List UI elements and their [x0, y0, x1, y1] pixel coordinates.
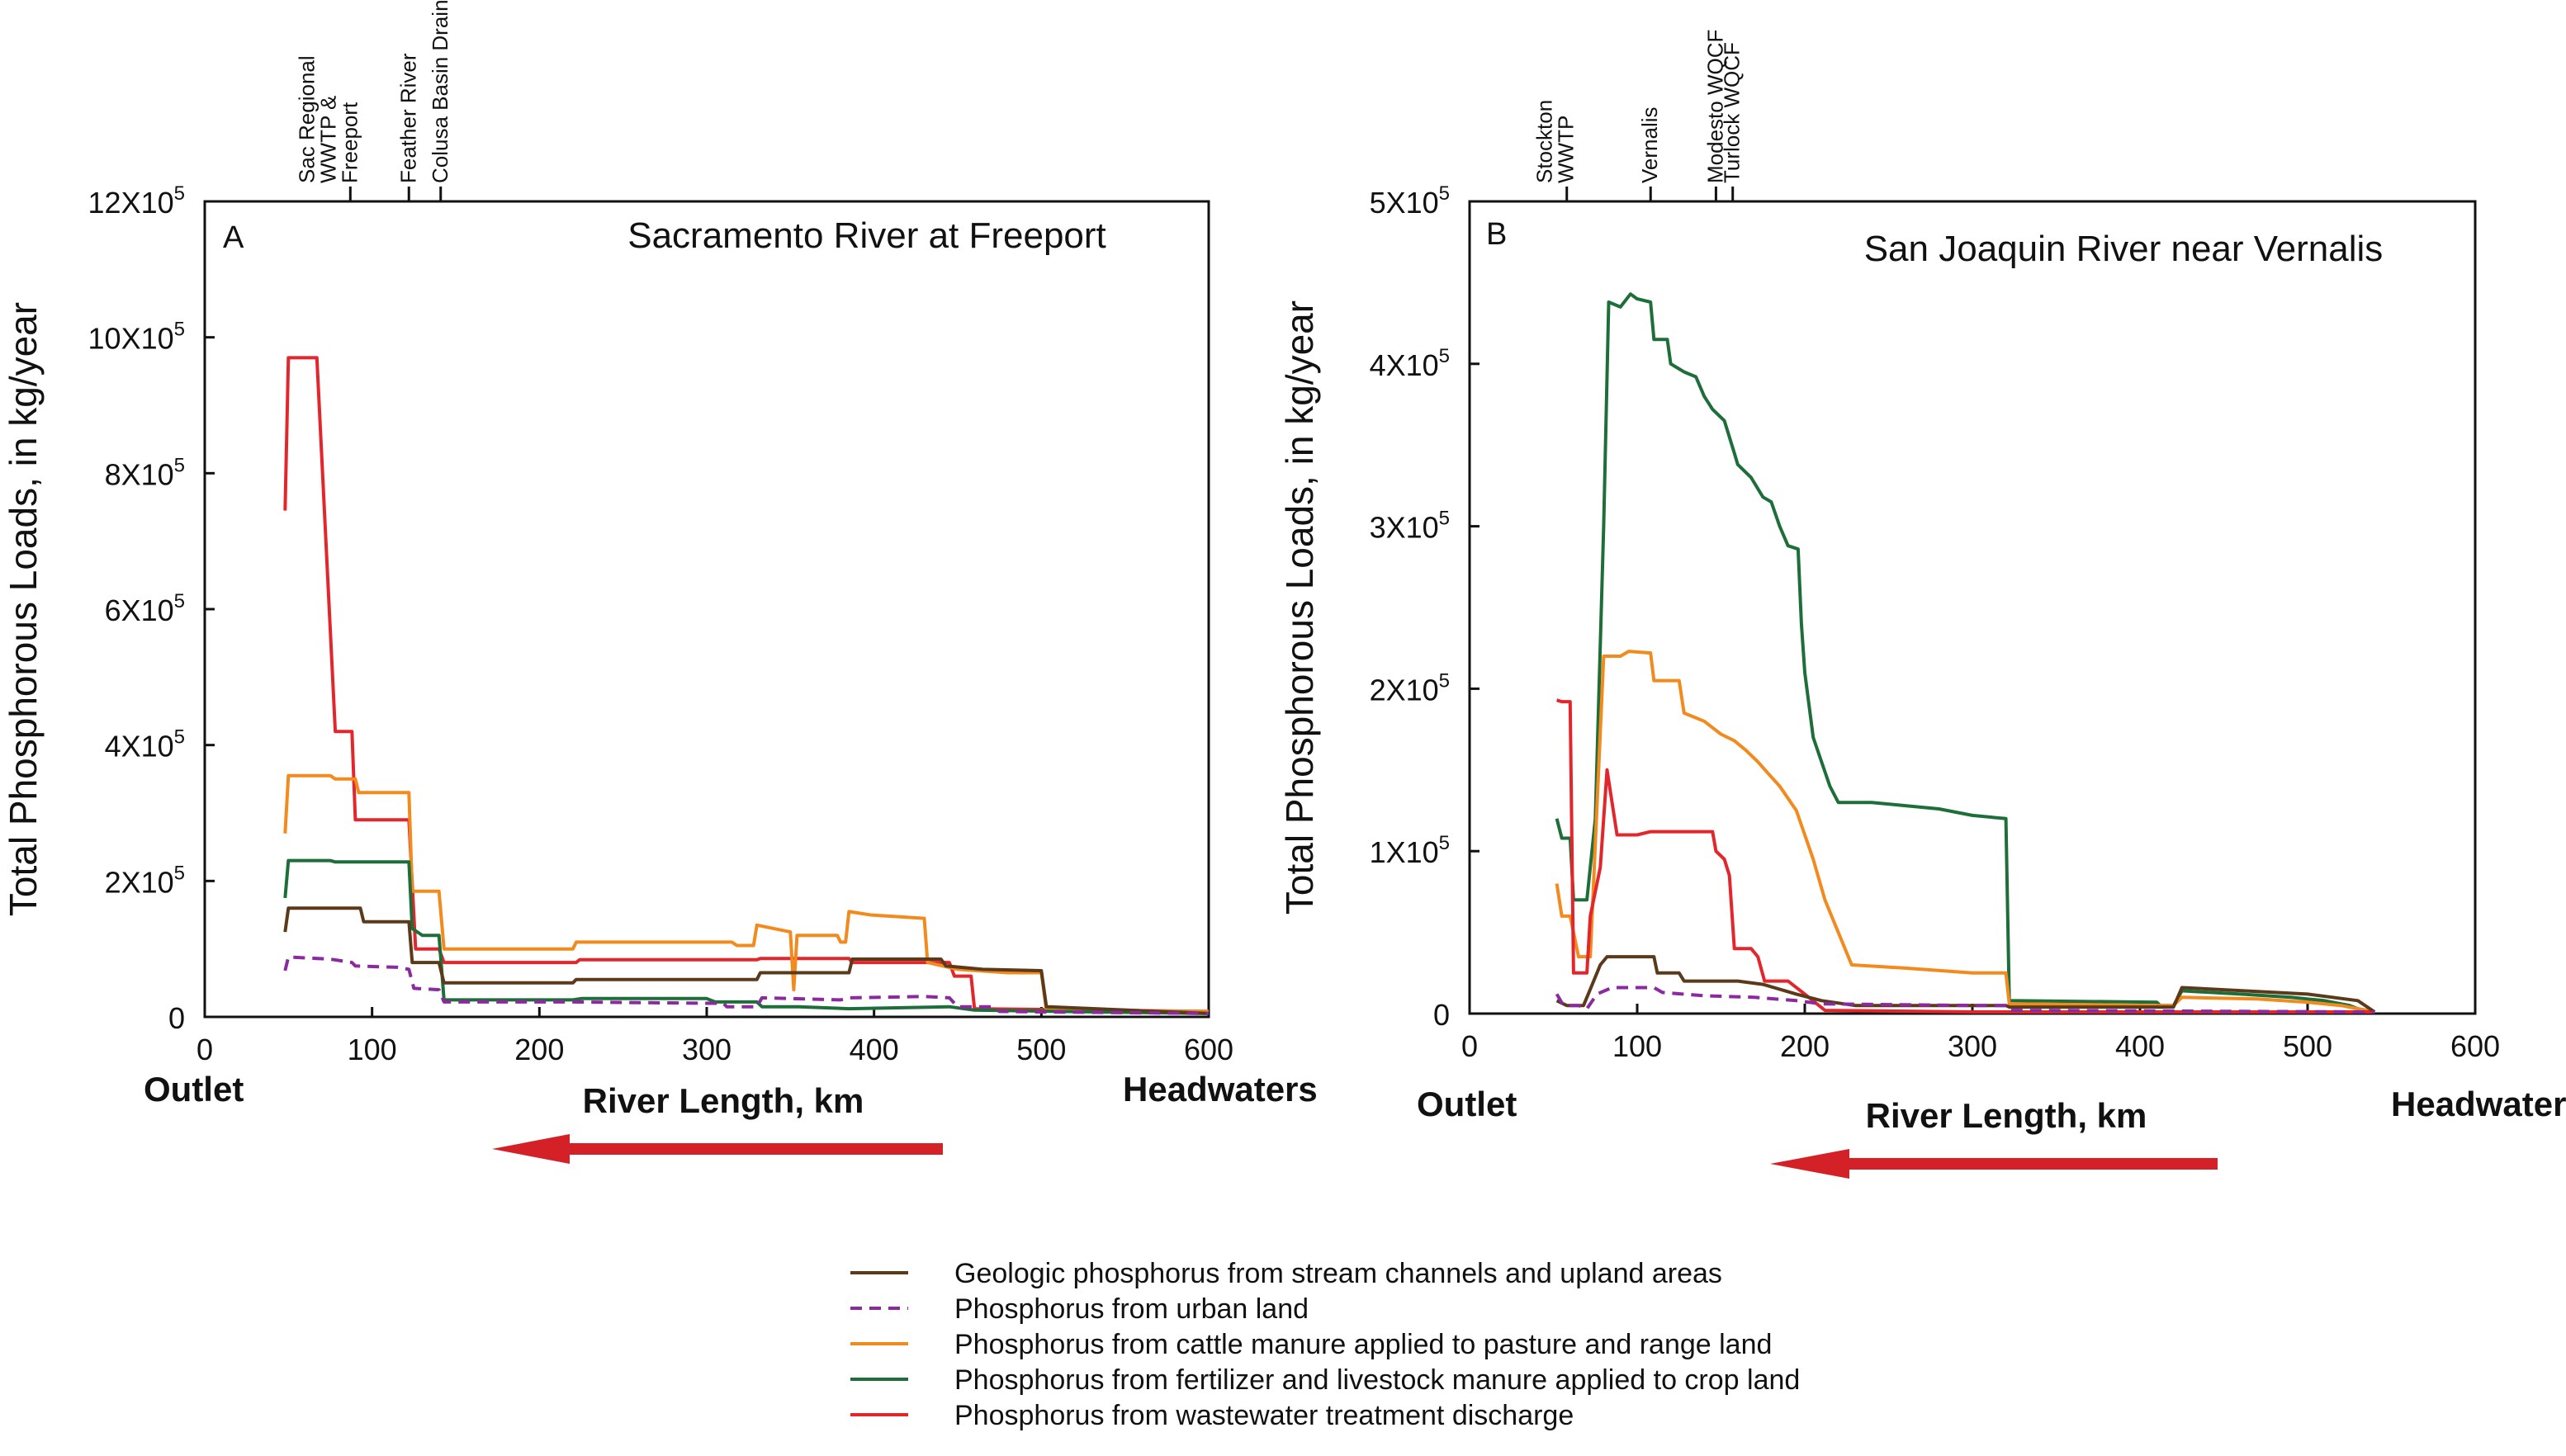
panel-a-direction-arrow	[492, 1134, 943, 1164]
panel-b-direction-arrow	[1770, 1149, 2218, 1179]
panel-a-landmark-label: Colusa Basin Drain	[428, 0, 452, 183]
panel-b-y-tick-label: 1X105	[1370, 832, 1450, 869]
panel-a-y-tick-label: 6X105	[105, 590, 185, 627]
panel-b-y-tick-label: 0	[1433, 998, 1450, 1032]
panel-b-series-geologic	[1555, 955, 2376, 1014]
panel-b-chart: B San Joaquin River near Vernalis Total …	[1278, 30, 2566, 1179]
panel-b-x-tick-label: 600	[2450, 1029, 2500, 1063]
panel-a-y-tick-label: 12X105	[88, 182, 185, 220]
panel-b-headwaters-label: Headwaters	[2391, 1085, 2566, 1123]
panel-a-series-cattle	[283, 773, 1210, 1014]
panel-b-y-tick-label: 2X105	[1370, 669, 1450, 707]
panel-b-landmark-label: Turlock WQCF	[1720, 42, 1745, 183]
panel-a-y-tick-label: 8X105	[105, 454, 185, 491]
panel-b-x-tick-label: 200	[1780, 1029, 1830, 1063]
svg-text:Colusa Basin Drain: Colusa Basin Drain	[428, 0, 452, 183]
panel-b-y-tick-label: 4X105	[1370, 345, 1450, 382]
panel-a-landmark-label: Feather River	[395, 53, 420, 183]
panel-a-outlet-label: Outlet	[144, 1070, 244, 1109]
svg-text:Feather River: Feather River	[395, 53, 420, 183]
panel-a-series-wastewater	[283, 356, 1210, 1014]
legend-label-cattle: Phosphorus from cattle manure applied to…	[954, 1329, 1772, 1360]
panel-a-x-tick-label: 400	[850, 1033, 899, 1066]
panel-a-x-tick-label: 0	[196, 1033, 213, 1066]
panel-a-series-fertilizer	[283, 858, 1210, 1015]
panel-a-series-urban	[283, 955, 1210, 1015]
panel-b-landmark-label: Modesto WQCF	[1702, 30, 1727, 183]
panel-b-plot-frame	[1468, 200, 2477, 1015]
panel-a-y-tick-label: 2X105	[105, 862, 185, 899]
panel-a-letter: A	[223, 220, 244, 255]
panel-b-x-tick-label: 100	[1612, 1029, 1662, 1063]
panel-b-y-tick-label: 5X105	[1370, 182, 1450, 220]
panel-b-x-tick-label: 300	[1948, 1029, 1997, 1063]
panel-a-series-geologic	[283, 906, 1210, 1015]
panel-a-x-tick-label: 300	[682, 1033, 731, 1066]
svg-text:Turlock WQCF: Turlock WQCF	[1720, 42, 1745, 183]
panel-b-landmark-label: Vernalis	[1637, 107, 1662, 184]
panel-b-x-tick-label: 500	[2283, 1029, 2332, 1063]
panel-a-x-tick-label: 100	[348, 1033, 397, 1066]
panel-b-y-axis-label: Total Phosphorous Loads, in kg/year	[1278, 300, 1321, 915]
panel-a-x-tick-label: 600	[1184, 1033, 1233, 1066]
panel-b-x-tick-label: 400	[2115, 1029, 2165, 1063]
panel-a-x-tick-label: 500	[1016, 1033, 1066, 1066]
legend-item-cattle: Phosphorus from cattle manure applied to…	[850, 1329, 1772, 1360]
svg-text:Modesto WQCF: Modesto WQCF	[1702, 30, 1727, 183]
legend-item-geologic: Geologic phosphorus from stream channels…	[850, 1258, 1722, 1289]
legend-label-geologic: Geologic phosphorus from stream channels…	[954, 1258, 1722, 1289]
panel-a-chart: A Sacramento River at Freeport Total Pho…	[2, 0, 1318, 1164]
panel-a-plot-frame	[203, 200, 1210, 1019]
panel-b-series-wastewater	[1556, 698, 2375, 1014]
panel-a-y-axis-label: Total Phosphorous Loads, in kg/year	[2, 302, 45, 916]
panel-a-x-tick-label: 200	[514, 1033, 564, 1066]
panel-b-title: San Joaquin River near Vernalis	[1864, 229, 2384, 269]
svg-text:Sac Regional: Sac Regional	[294, 55, 319, 183]
panel-b-outlet-label: Outlet	[1417, 1085, 1517, 1123]
panel-a-x-axis-label: River Length, km	[583, 1081, 864, 1120]
panel-b-letter: B	[1486, 217, 1507, 252]
panel-a-y-tick-label: 10X105	[88, 319, 185, 356]
svg-text:Stockton: Stockton	[1532, 100, 1557, 183]
legend-item-urban: Phosphorus from urban land	[850, 1293, 1309, 1325]
legend-item-fertilizer: Phosphorus from fertilizer and livestock…	[850, 1364, 1800, 1396]
panel-b-series-urban	[1555, 986, 2375, 1014]
legend: Geologic phosphorus from stream channels…	[850, 1258, 1800, 1431]
panel-b-y-tick-label: 3X105	[1370, 508, 1450, 545]
panel-a-y-tick-label: 0	[168, 1001, 185, 1035]
legend-label-urban: Phosphorus from urban land	[954, 1293, 1309, 1325]
panel-b-x-axis-label: River Length, km	[1866, 1096, 2147, 1135]
svg-text:Freeport: Freeport	[337, 102, 362, 183]
panel-a-title: Sacramento River at Freeport	[627, 215, 1106, 256]
panel-b-series-fertilizer	[1555, 292, 2375, 1014]
legend-label-wastewater: Phosphorus from wastewater treatment dis…	[954, 1400, 1574, 1431]
legend-label-fertilizer: Phosphorus from fertilizer and livestock…	[954, 1364, 1800, 1396]
panel-a-headwaters-label: Headwaters	[1123, 1070, 1318, 1109]
svg-text:Vernalis: Vernalis	[1637, 107, 1662, 184]
svg-text:WWTP &: WWTP &	[315, 96, 340, 183]
svg-text:WWTP: WWTP	[1554, 116, 1579, 183]
legend-item-wastewater: Phosphorus from wastewater treatment dis…	[850, 1400, 1574, 1431]
panel-b-x-tick-label: 0	[1461, 1029, 1478, 1063]
panel-a-y-tick-label: 4X105	[105, 726, 185, 763]
